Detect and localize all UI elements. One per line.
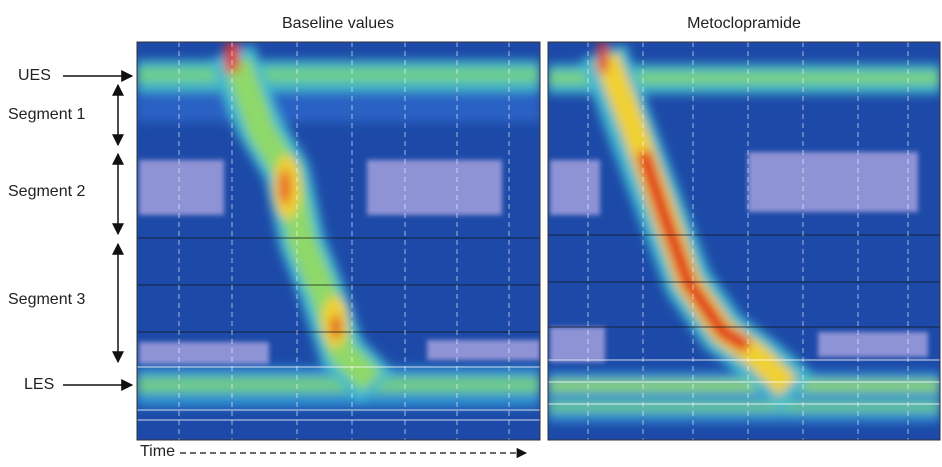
body: Baseline values Metoclopramide (0, 0, 942, 462)
panel-title: Baseline values (282, 15, 394, 32)
heatmap-baseline (137, 42, 540, 440)
les-label: LES (24, 376, 54, 393)
panel-title: Metoclopramide (687, 15, 801, 32)
figure: Baseline values Metoclopramide (0, 0, 942, 462)
page: Manometry comparison {"panels": [{"title… (0, 0, 942, 462)
segment-label: Segment 3 (8, 291, 85, 308)
segment-label: Segment 1 (8, 106, 85, 123)
time-label: Time (140, 443, 175, 460)
heatmap-metoclopramide (548, 42, 940, 440)
segment-label: Segment 2 (8, 183, 85, 200)
ues-label: UES (18, 67, 51, 84)
